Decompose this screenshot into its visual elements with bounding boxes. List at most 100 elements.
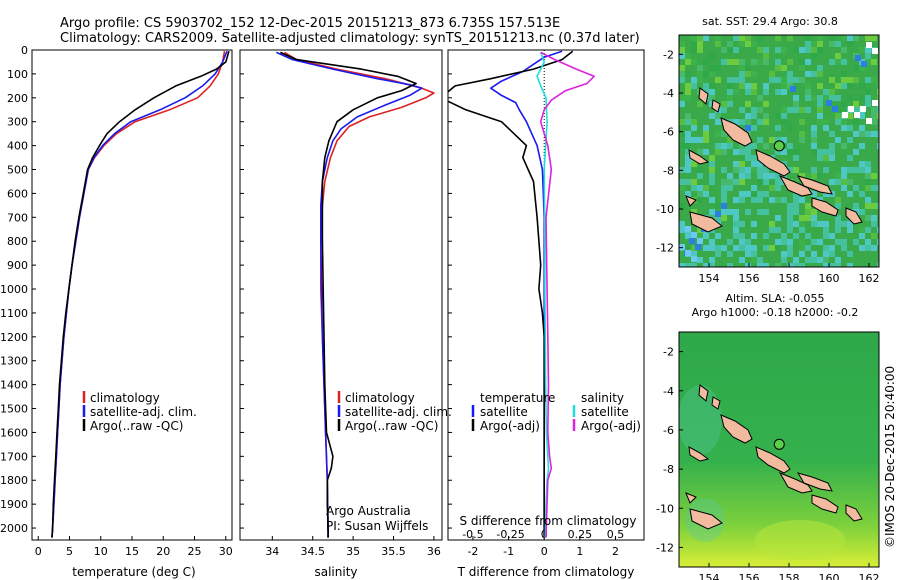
sst-cell	[751, 185, 757, 191]
sst-cell	[751, 221, 757, 227]
sst-cell	[715, 119, 721, 125]
sst-cell	[763, 233, 769, 239]
sst-cell	[871, 77, 877, 83]
sst-cell	[691, 41, 697, 47]
sst-cell	[727, 59, 733, 65]
sst-cell	[847, 113, 853, 119]
map-sla-blob	[755, 520, 845, 560]
sst-cell	[787, 251, 793, 257]
island-shape	[796, 472, 833, 492]
difference-legend: temperature salinity satellite Argo(-adj…	[471, 391, 641, 433]
sst-cell	[721, 185, 727, 191]
sst-cell	[805, 41, 811, 47]
sst-cell	[751, 191, 757, 197]
sst-cell	[817, 71, 823, 77]
sst-cell	[691, 263, 697, 267]
difference-panel-frame	[447, 49, 645, 541]
map-sst-cells	[679, 35, 879, 267]
sst-cell	[679, 53, 685, 59]
y-tick-label: 600	[7, 187, 28, 200]
sst-cell	[855, 55, 861, 61]
sst-cell	[721, 149, 727, 155]
sst-cell	[817, 221, 823, 227]
sst-cell	[727, 209, 733, 215]
sst-cell	[721, 245, 727, 251]
sst-cell	[757, 173, 763, 179]
sst-cell	[733, 209, 739, 215]
sst-cell	[823, 221, 829, 227]
sst-cell	[793, 203, 799, 209]
y-tick-label: 1800	[0, 474, 28, 487]
legend-label-temp-satellite: satellite	[480, 405, 528, 419]
legend-title-salinity: salinity	[581, 391, 624, 405]
sst-cell	[691, 161, 697, 167]
sst-cell	[841, 59, 847, 65]
sst-cell	[769, 221, 775, 227]
difference-x-label-bottom: T difference from climatology	[457, 565, 635, 579]
sst-cell	[721, 197, 727, 203]
sst-cell	[847, 191, 853, 197]
sst-cell	[745, 173, 751, 179]
legend-label-argo: Argo(..raw -QC)	[90, 419, 183, 433]
sst-cell	[877, 95, 879, 101]
sst-cell	[781, 47, 787, 53]
x-tick-label-top: -0.5	[462, 528, 483, 541]
sst-cell	[745, 41, 751, 47]
sst-cell	[865, 185, 871, 191]
y-tick-label: 1300	[0, 355, 28, 368]
sst-cell	[727, 83, 733, 89]
map-sst-frame	[678, 34, 880, 268]
sst-cell	[703, 149, 709, 155]
x-tick-label-top: 0.25	[568, 528, 593, 541]
sst-cell	[859, 245, 865, 251]
sst-cell	[811, 173, 817, 179]
sst-cell	[757, 161, 763, 167]
sst-cell	[847, 77, 853, 83]
sst-cell	[715, 215, 721, 221]
sst-cell	[866, 118, 872, 124]
sst-cell	[763, 83, 769, 89]
sst-cell	[865, 173, 871, 179]
sst-cell	[841, 125, 847, 131]
sst-cell	[793, 107, 799, 113]
sst-cell	[877, 173, 879, 179]
series-line	[51, 50, 228, 538]
sst-cell	[799, 77, 805, 83]
sst-cell	[854, 112, 860, 118]
sst-cell	[703, 137, 709, 143]
x-tick-label: 20	[156, 545, 170, 558]
sst-cell	[769, 197, 775, 203]
sst-cell	[679, 119, 685, 125]
sst-cell	[691, 137, 697, 143]
sst-cell	[823, 167, 829, 173]
salinity-legend: climatology satellite-adj. clim. Argo(..…	[337, 391, 452, 433]
sst-cell	[793, 95, 799, 101]
sst-cell	[751, 233, 757, 239]
salinity-note-pi: PI: Susan Wijffels	[326, 519, 428, 533]
sst-cell	[799, 197, 805, 203]
sst-cell	[775, 89, 781, 95]
sst-cell	[841, 47, 847, 53]
sst-cell	[769, 227, 775, 233]
sst-cell	[739, 197, 745, 203]
sst-cell	[793, 101, 799, 107]
sst-cell	[842, 112, 848, 118]
series-line	[283, 51, 435, 538]
sst-cell	[811, 95, 817, 101]
sst-cell	[703, 185, 709, 191]
sst-cell	[859, 113, 865, 119]
legend-label-satellite: satellite-adj. clim.	[345, 405, 452, 419]
sst-cell	[745, 239, 751, 245]
sst-cell	[685, 245, 691, 251]
sst-cell	[799, 65, 805, 71]
sst-cell	[865, 179, 871, 185]
sst-cell	[823, 191, 829, 197]
sst-cell	[715, 211, 721, 217]
y-tick-label: 1400	[0, 379, 28, 392]
sst-cell	[697, 65, 703, 71]
difference-x-label-top: S difference from climatology	[460, 514, 637, 528]
sst-cell	[739, 245, 745, 251]
sst-cell	[751, 59, 757, 65]
sst-cell	[805, 107, 811, 113]
